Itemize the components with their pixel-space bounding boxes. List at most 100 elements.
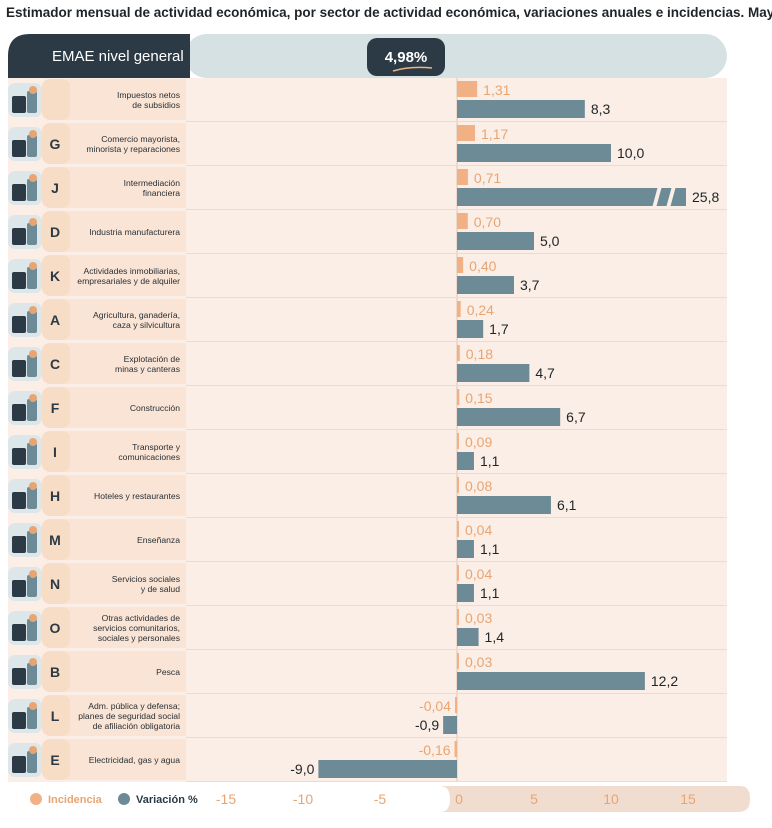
sector-label: Pesca: [156, 667, 180, 677]
legend-incidencia-marker: [30, 793, 42, 805]
sector-label: Impuestos netos: [117, 90, 180, 100]
incidencia-bar: [454, 741, 457, 757]
sector-row: L Adm. pública y defensa;planes de seguri…: [8, 695, 727, 738]
sector-label: Comercio mayorista,: [101, 134, 180, 144]
sector-letter: H: [50, 488, 60, 504]
variacion-bar: [457, 232, 534, 250]
sector-letter: I: [53, 444, 57, 460]
sector-letter: C: [50, 356, 60, 372]
label-band: [56, 299, 186, 340]
x-tick-label: 0: [455, 791, 463, 807]
sector-label: Agricultura, ganadería,: [93, 310, 180, 320]
fish-icon: [8, 655, 42, 689]
label-band: [56, 607, 186, 648]
label-band: [56, 255, 186, 296]
legend: Incidencia Variación %: [30, 793, 198, 806]
incidencia-bar: [457, 521, 459, 537]
label-band: [56, 519, 186, 560]
header-value: 4,98%: [385, 49, 428, 66]
header-value-underline: [392, 66, 433, 72]
sector-letter: F: [51, 400, 60, 416]
chart-title: Estimador mensual de actividad económica…: [6, 5, 772, 20]
axis-break-mark: [666, 186, 676, 208]
sector-label: Adm. pública y defensa;: [88, 701, 180, 711]
legend-variacion-marker: [118, 793, 130, 805]
sector-label: de subsidios: [132, 100, 180, 110]
sector-letter: J: [51, 180, 59, 196]
incidencia-label: 0,09: [465, 434, 492, 450]
incidencia-label: 0,18: [466, 346, 493, 362]
variacion-label: 25,8: [692, 189, 719, 205]
incidencia-bar: [457, 389, 460, 405]
sector-label: Actividades inmobiliarias,: [84, 266, 180, 276]
sector-letter: D: [50, 224, 60, 240]
government-icon: [8, 699, 42, 733]
sector-label: de afiliación obligatoria: [93, 721, 181, 731]
sector-label: y de salud: [141, 584, 180, 594]
real-estate-icon: [8, 259, 42, 293]
x-tick-label: 15: [680, 791, 696, 807]
label-band: [56, 211, 186, 252]
variacion-bar: [457, 144, 611, 162]
incidencia-label: 0,04: [465, 522, 492, 538]
incidencia-bar: [457, 345, 460, 361]
incidencia-bar: [457, 169, 468, 185]
transport-icon: [8, 435, 42, 469]
sector-row: B Pesca 0,03 12,2: [8, 651, 727, 694]
variacion-bar: [457, 452, 474, 470]
header-value-badge: [367, 38, 445, 76]
label-band: [56, 695, 186, 736]
construction-icon: [8, 391, 42, 425]
community-icon: [8, 611, 42, 645]
sector-label: Industria manufacturera: [89, 227, 180, 237]
variacion-bar: [457, 584, 474, 602]
label-band: [56, 343, 186, 384]
incidencia-label: 0,24: [467, 302, 494, 318]
variacion-bar: [457, 364, 530, 382]
variacion-bar: [457, 408, 561, 426]
incidencia-label: 0,70: [474, 214, 501, 230]
incidencia-bar: [457, 301, 461, 317]
label-band: [56, 387, 186, 428]
school-icon: [8, 523, 42, 557]
incidencia-bar: [457, 653, 459, 669]
sector-row: E Electricidad, gas y agua -0,16 -9,0: [8, 739, 727, 782]
axis-band-left: [16, 786, 450, 812]
header-label: EMAE nivel general: [52, 48, 184, 65]
incidencia-bar: [457, 565, 459, 581]
incidencia-bar: [457, 433, 459, 449]
variacion-label: 1,1: [480, 541, 500, 557]
sector-letter: L: [51, 708, 60, 724]
incidencia-label: 0,71: [474, 170, 501, 186]
incidencia-bar: [455, 697, 457, 713]
sector-label: Explotación de: [124, 354, 181, 364]
header-bar: EMAE nivel general 4,98%: [8, 34, 727, 78]
variacion-label: 3,7: [520, 277, 540, 293]
incidencia-bar: [457, 213, 468, 229]
variacion-bar: [457, 320, 484, 338]
incidencia-bar: [457, 257, 464, 273]
sector-label: Servicios sociales: [112, 574, 180, 584]
sector-row: D Industria manufacturera 0,70 5,0: [8, 211, 727, 254]
label-band: [56, 651, 186, 692]
sector-label: Otras actividades de: [102, 613, 181, 623]
axis: -15 -10 -5 0 5 10 15: [16, 786, 750, 812]
label-band: [56, 563, 186, 604]
sector-label: Intermediación: [124, 178, 181, 188]
sector-letter: E: [50, 752, 59, 768]
incidencia-label: 0,03: [465, 654, 492, 670]
incidencia-label: -0,04: [419, 698, 451, 714]
agriculture-icon: [8, 303, 42, 337]
variacion-bar: [318, 760, 457, 778]
sector-label: comunicaciones: [118, 452, 180, 462]
header-light-band: [185, 34, 727, 78]
label-band: [56, 167, 186, 208]
variacion-bar: [457, 540, 474, 558]
utilities-icon: [8, 743, 42, 777]
variacion-bar: [457, 628, 479, 646]
incidencia-label: 1,31: [483, 82, 510, 98]
